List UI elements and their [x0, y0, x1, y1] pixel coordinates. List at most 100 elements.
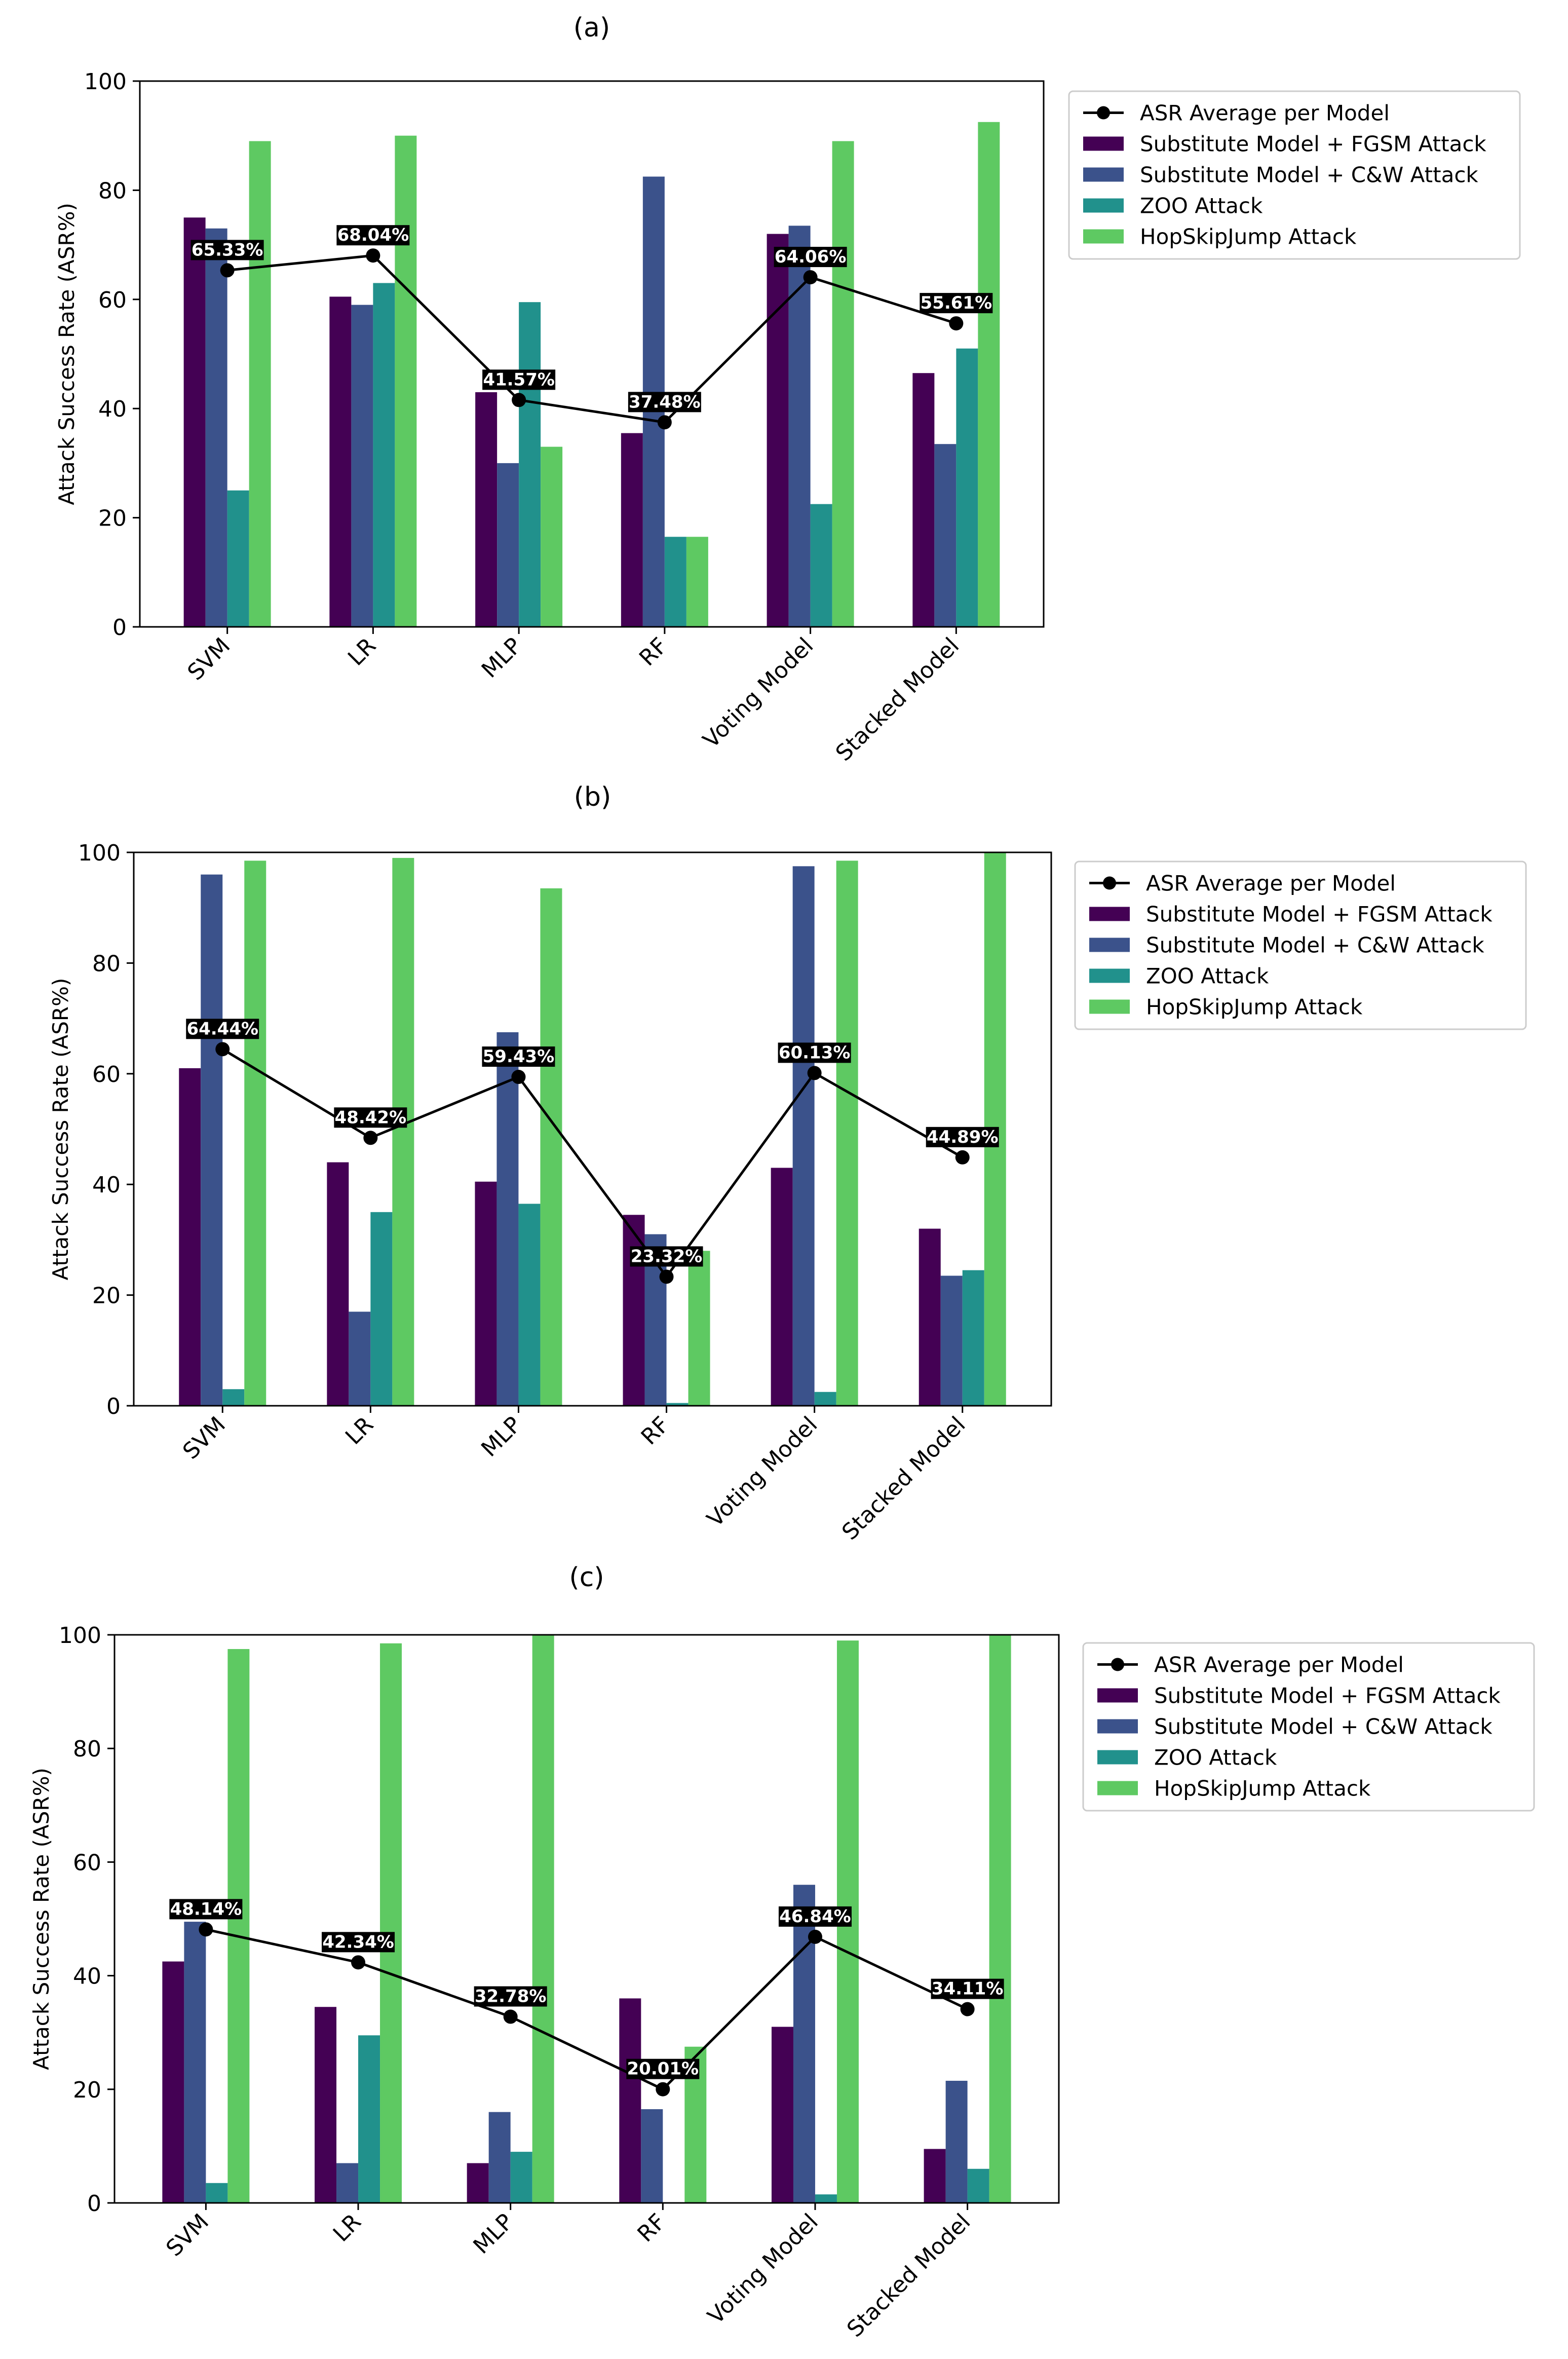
bar [496, 1032, 519, 1406]
bar [227, 1649, 250, 2203]
data-label-text: 41.57% [483, 369, 555, 390]
bar [205, 228, 227, 627]
average-data-label: 59.43% [482, 1046, 555, 1067]
average-data-label: 48.42% [334, 1107, 407, 1128]
series-1-bars [179, 1068, 941, 1406]
legend-label: Substitute Model + C&W Attack [1140, 163, 1478, 188]
data-label-box [334, 1107, 407, 1128]
average-marker [955, 1150, 970, 1165]
series-1-bars [162, 1961, 946, 2203]
y-tick-label: 60 [98, 287, 127, 313]
bar [249, 141, 271, 627]
average-marker [803, 270, 818, 285]
legend-label: ZOO Attack [1146, 964, 1269, 989]
bar [788, 226, 811, 627]
data-label-box [626, 2058, 700, 2079]
bar [510, 2152, 532, 2203]
data-label-box [774, 247, 847, 268]
series-2-bars [184, 1885, 968, 2203]
bar [832, 141, 854, 627]
average-marker [503, 2009, 518, 2024]
x-tick-label: SVM [178, 1412, 231, 1465]
x-tick-label: Voting Model [698, 633, 819, 754]
data-label-box [186, 1019, 259, 1039]
average-data-label: 41.57% [482, 369, 556, 390]
bar [686, 537, 708, 627]
data-label-text: 37.48% [629, 392, 701, 412]
y-tick-label: 0 [112, 615, 127, 641]
legend-swatch [1097, 1719, 1138, 1734]
average-marker [949, 316, 964, 331]
legend-swatch [1083, 136, 1124, 151]
bar [373, 283, 395, 627]
bar [395, 135, 417, 627]
average-data-label: 55.61% [920, 293, 993, 314]
bar [370, 1212, 393, 1406]
bar [358, 2035, 380, 2203]
x-tick-label: MLP [468, 2209, 518, 2259]
y-tick-label: 20 [73, 2077, 101, 2103]
data-label-text: 64.06% [775, 247, 847, 267]
average-line [205, 1928, 968, 2091]
average-marker [511, 1070, 526, 1084]
bar [771, 1168, 793, 1406]
bar [962, 1270, 984, 1406]
x-tick-label: Stacked Model [837, 1412, 970, 1545]
legend-label: Substitute Model + C&W Attack [1146, 933, 1484, 958]
series-3-bars [206, 2035, 989, 2203]
average-marker [220, 263, 235, 278]
legend-swatch [1097, 1781, 1138, 1795]
legend-swatch [1089, 968, 1130, 983]
average-marker [363, 1131, 378, 1145]
legend-swatch [1089, 907, 1130, 921]
bar [497, 463, 519, 627]
series-4-bars [244, 852, 1006, 1406]
x-tick-label: LR [343, 633, 381, 671]
legend-swatch [1089, 938, 1130, 952]
average-marker [657, 415, 672, 430]
chart-panel-1: (a) 0 20 40 60 80 100 Attack Success Rate (ASR%… [54, 13, 1521, 766]
x-tick-label: LR [340, 1412, 378, 1450]
x-tick-label: SVM [182, 633, 235, 686]
x-tick-label: RF [636, 1412, 675, 1450]
y-axis-label: Attack Success Rate (ASR%) [54, 203, 79, 505]
data-label-text: 32.78% [475, 1987, 547, 2007]
average-marker [656, 2082, 670, 2096]
bar [336, 2163, 359, 2203]
y-tick-label: 80 [98, 178, 127, 204]
bar [967, 2168, 989, 2203]
average-data-label: 60.13% [778, 1042, 851, 1063]
bar [327, 1162, 349, 1406]
average-line [227, 254, 957, 424]
legend-label: HopSkipJump Attack [1140, 224, 1357, 249]
series-1-bars [183, 217, 935, 627]
data-label-box [630, 1246, 703, 1267]
x-tick-label: MLP [477, 633, 527, 683]
bar [541, 446, 563, 627]
data-label-text: 48.14% [170, 1899, 242, 1919]
data-label-text: 60.13% [779, 1042, 851, 1063]
bar [815, 2194, 837, 2203]
data-label-box [931, 1978, 1004, 1999]
bar [349, 1312, 371, 1406]
bar [956, 348, 978, 627]
data-label-box [482, 369, 556, 390]
x-tick-label: Voting Model [703, 2209, 823, 2330]
series-3-bars [222, 1204, 984, 1406]
bar [184, 1922, 206, 2203]
legend-label: ASR Average per Model [1140, 101, 1390, 126]
average-data-label: 23.32% [630, 1246, 703, 1267]
bar [351, 305, 373, 627]
legend-swatch [1083, 229, 1124, 244]
bar [315, 2007, 337, 2203]
legend-marker-swatch [1097, 106, 1110, 120]
average-marker [807, 1066, 822, 1080]
y-tick-label: 40 [92, 1172, 121, 1198]
x-tick-label: Stacked Model [831, 633, 964, 766]
data-label-text: 44.89% [927, 1127, 999, 1147]
data-label-text: 23.32% [631, 1246, 703, 1266]
bar [621, 433, 643, 627]
legend-frame [1074, 860, 1527, 1030]
average-data-label: 64.06% [774, 247, 847, 268]
average-data-label: 34.11% [931, 1978, 1004, 1999]
